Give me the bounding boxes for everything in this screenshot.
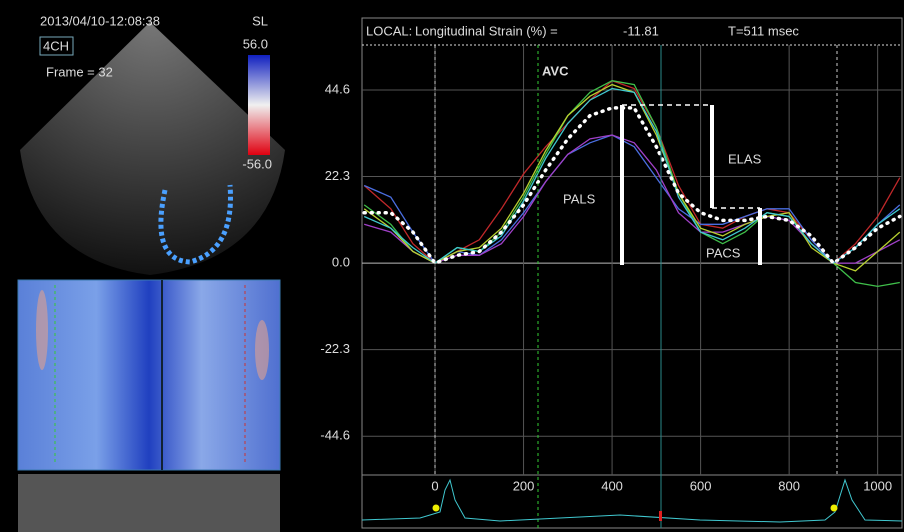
color-mmode (18, 280, 280, 470)
header-mode: LOCAL: (366, 23, 412, 38)
gray-mmode (18, 474, 280, 532)
timestamp: 2013/04/10-12:08:38 (40, 13, 160, 28)
mmode-patch (36, 290, 48, 370)
y-tick-label: -22.3 (320, 341, 350, 356)
view-label: 4CH (43, 38, 69, 53)
scale-max: 56.0 (243, 36, 268, 51)
scale-label: SL (252, 13, 268, 28)
y-tick-label: 0.0 (332, 255, 350, 270)
header-time: T=511 msec (728, 23, 799, 38)
color-scale (248, 55, 270, 155)
pacs-label: PACS (706, 245, 741, 260)
x-tick-label: 600 (690, 478, 712, 493)
y-tick-label: 44.6 (325, 81, 350, 96)
scale-min: -56.0 (242, 156, 272, 171)
ecg-cursor (659, 511, 662, 521)
pals-label: PALS (563, 191, 596, 206)
header-measure: Longitudinal Strain (%) = (415, 23, 558, 38)
x-tick-label: 800 (778, 478, 800, 493)
ecg-marker (831, 505, 838, 512)
x-tick-label: 200 (513, 478, 535, 493)
ecg-marker (433, 505, 440, 512)
header-value: -11.81 (623, 23, 659, 38)
x-tick-label: 400 (601, 478, 623, 493)
app-screen: 2013/04/10-12:08:38 4CH Frame = 32 SL 56… (0, 0, 904, 532)
y-tick-label: 22.3 (325, 168, 350, 183)
elas-label: ELAS (728, 151, 762, 166)
avc-label: AVC (542, 63, 569, 78)
mmode-patch (255, 320, 269, 380)
x-tick-label: 0 (431, 478, 438, 493)
x-tick-label: 1000 (863, 478, 892, 493)
y-tick-label: -44.6 (320, 428, 350, 443)
frame-label: Frame = 32 (46, 64, 113, 79)
